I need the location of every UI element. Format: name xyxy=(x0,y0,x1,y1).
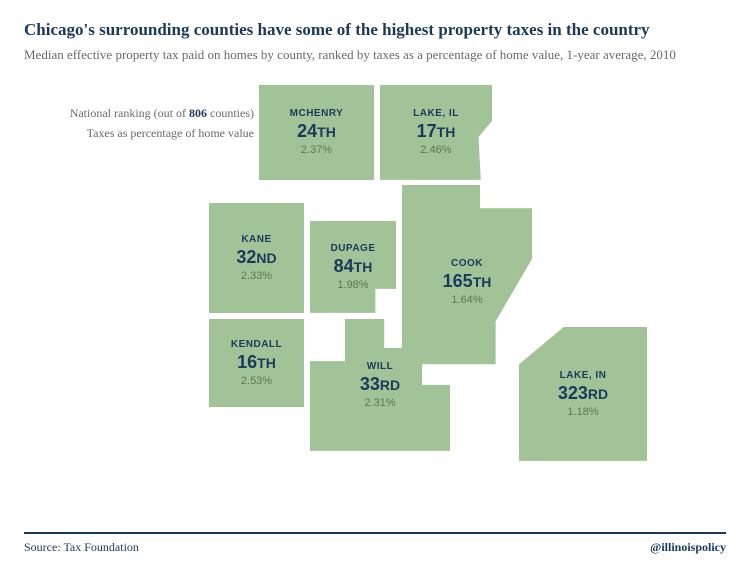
county-pct: 1.18% xyxy=(567,406,598,418)
county-name: LAKE, IL xyxy=(413,108,459,119)
county-name: MCHENRY xyxy=(290,108,344,119)
footer-source: Source: Tax Foundation xyxy=(24,540,139,555)
county-rank: 24TH xyxy=(297,121,336,142)
county-rank: 84TH xyxy=(334,256,373,277)
county-pct: 2.46% xyxy=(420,144,451,156)
county-name: KENDALL xyxy=(231,339,282,350)
legend-rank-label: National ranking (out of 806 counties) xyxy=(24,106,254,121)
county-rank: 17TH xyxy=(417,121,456,142)
county-pct: 2.31% xyxy=(364,397,395,409)
county-lake-in: LAKE, IN 323RD 1.18% xyxy=(519,327,647,461)
county-name: WILL xyxy=(367,361,393,372)
county-pct: 1.64% xyxy=(451,294,482,306)
county-pct: 1.98% xyxy=(337,279,368,291)
county-rank: 32ND xyxy=(236,247,276,268)
legend-pct-label: Taxes as percentage of home value xyxy=(24,126,254,141)
county-name: KANE xyxy=(241,234,271,245)
county-pct: 2.37% xyxy=(301,144,332,156)
chart-title: Chicago's surrounding counties have some… xyxy=(24,20,726,40)
county-map: National ranking (out of 806 counties) T… xyxy=(24,73,726,493)
county-kane: KANE 32ND 2.33% xyxy=(209,203,304,313)
county-rank: 323RD xyxy=(558,383,608,404)
county-rank: 16TH xyxy=(237,352,276,373)
county-rank: 33RD xyxy=(360,374,400,395)
chart-subtitle: Median effective property tax paid on ho… xyxy=(24,46,726,65)
footer: Source: Tax Foundation @illinoispolicy xyxy=(24,532,726,555)
county-kendall: KENDALL 16TH 2.53% xyxy=(209,319,304,407)
county-rank: 165TH xyxy=(443,271,492,292)
county-pct: 2.53% xyxy=(241,375,272,387)
county-pct: 2.33% xyxy=(241,270,272,282)
county-name: COOK xyxy=(451,258,483,269)
footer-handle: @illinoispolicy xyxy=(650,540,726,555)
county-name: DUPAGE xyxy=(330,243,375,254)
county-mchenry: MCHENRY 24TH 2.37% xyxy=(259,85,374,180)
county-name: LAKE, IN xyxy=(560,370,607,381)
county-dupage: DUPAGE 84TH 1.98% xyxy=(310,221,396,313)
county-lake-il: LAKE, IL 17TH 2.46% xyxy=(380,85,492,180)
